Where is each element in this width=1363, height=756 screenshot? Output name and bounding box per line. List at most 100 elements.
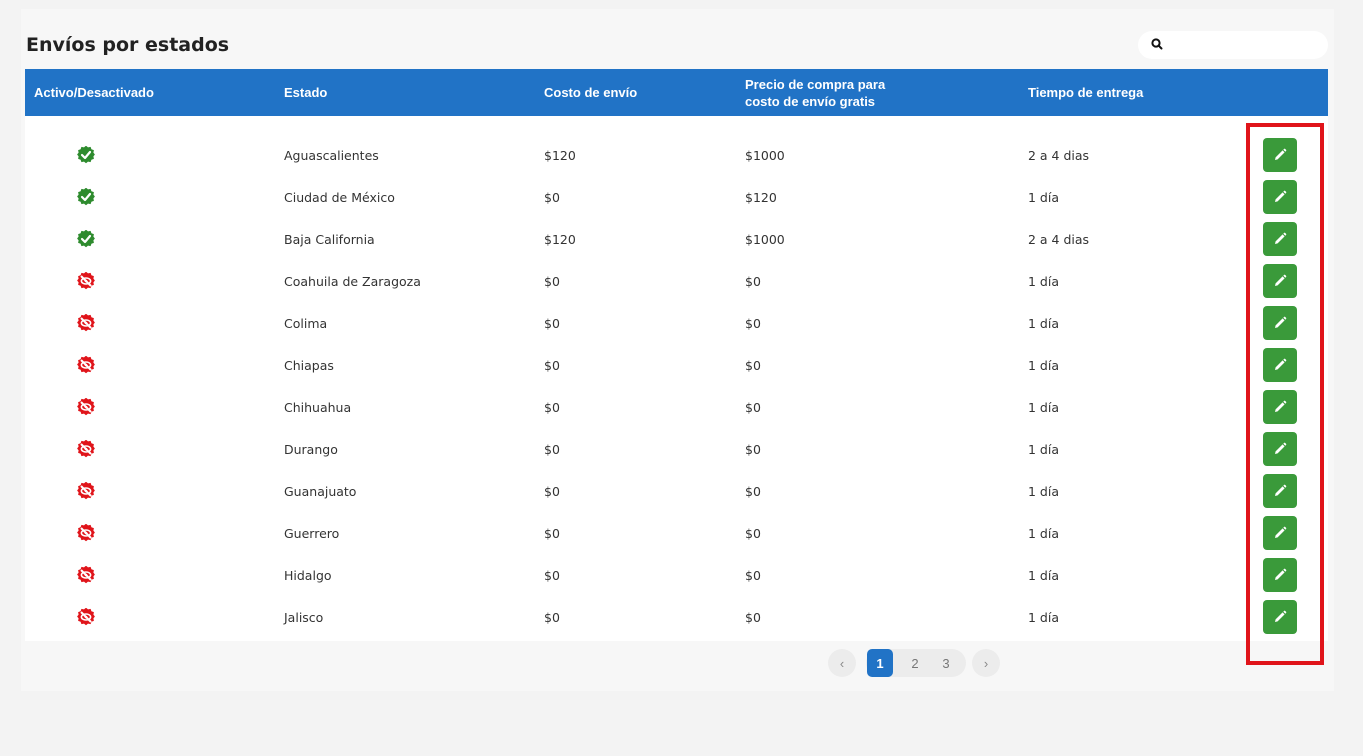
cell-cost: $0 [544,483,560,499]
cell-delivery: 2 a 4 dias [1028,231,1090,247]
cell-cost: $0 [544,357,560,373]
cell-state: Colima [284,315,328,331]
cell-free-shipping: $0 [745,609,761,625]
cell-cost: $0 [544,315,560,331]
cell-state: Coahuila de Zaragoza [284,273,421,289]
cell-free-shipping: $0 [745,483,761,499]
cell-free-shipping: $120 [745,189,777,205]
cell-delivery: 1 día [1028,441,1059,457]
table-row: Hidalgo $0 $0 1 día [25,554,1328,596]
table-row: Chiapas $0 $0 1 día [25,344,1328,386]
inactive-status-icon [77,355,95,374]
cell-delivery: 1 día [1028,567,1059,583]
cell-free-shipping: $0 [745,525,761,541]
pencil-icon [1273,316,1287,330]
cell-delivery: 1 día [1028,357,1059,373]
page-title: Envíos por estados [26,34,230,56]
page-numbers: 1 2 3 [866,649,966,677]
search-box[interactable] [1138,31,1328,59]
page-1-button[interactable]: 1 [867,649,893,677]
cell-delivery: 2 a 4 dias [1028,147,1090,163]
cell-state: Durango [284,441,338,457]
cell-state: Guerrero [284,525,340,541]
cell-free-shipping: $1000 [745,147,785,163]
cell-cost: $0 [544,399,560,415]
inactive-status-icon [77,565,95,584]
cell-state: Chihuahua [284,399,352,415]
edit-button[interactable] [1263,432,1297,466]
inactive-status-icon [77,313,95,332]
cell-free-shipping: $1000 [745,231,785,247]
header-free-shipping-line1: Precio de compra para [745,76,886,92]
cell-cost: $0 [544,273,560,289]
pagination: ‹ 1 2 3 › [828,649,1000,677]
table-row: Guanajuato $0 $0 1 día [25,470,1328,512]
edit-button[interactable] [1263,180,1297,214]
table-row: Aguascalientes $120 $1000 2 a 4 dias [25,134,1328,176]
table-row: Ciudad de México $0 $120 1 día [25,176,1328,218]
edit-button[interactable] [1263,348,1297,382]
pencil-icon [1273,610,1287,624]
inactive-status-icon [77,523,95,542]
cell-cost: $0 [544,567,560,583]
cell-free-shipping: $0 [745,441,761,457]
pencil-icon [1273,568,1287,582]
cell-cost: $0 [544,441,560,457]
pencil-icon [1273,526,1287,540]
edit-button[interactable] [1263,390,1297,424]
cell-state: Ciudad de México [284,189,395,205]
pencil-icon [1273,148,1287,162]
cell-cost: $0 [544,189,560,205]
cell-state: Baja California [284,231,375,247]
cell-free-shipping: $0 [745,357,761,373]
edit-button[interactable] [1263,306,1297,340]
table-row: Chihuahua $0 $0 1 día [25,386,1328,428]
next-page-button[interactable]: › [972,649,1000,677]
cell-cost: $120 [544,231,576,247]
header-free-shipping-line2: costo de envío gratis [745,93,876,109]
pencil-icon [1273,442,1287,456]
edit-button[interactable] [1263,516,1297,550]
table-header: Activo/Desactivado Estado Costo de envío… [25,69,1328,116]
edit-button[interactable] [1263,474,1297,508]
cell-free-shipping: $0 [745,567,761,583]
edit-button[interactable] [1263,558,1297,592]
active-status-icon [77,187,95,206]
edit-button[interactable] [1263,264,1297,298]
cell-free-shipping: $0 [745,399,761,415]
table-row: Guerrero $0 $0 1 día [25,512,1328,554]
cell-cost: $120 [544,147,576,163]
inactive-status-icon [77,271,95,290]
cell-cost: $0 [544,525,560,541]
table-row: Baja California $120 $1000 2 a 4 dias [25,218,1328,260]
cell-cost: $0 [544,609,560,625]
edit-column-highlight [1246,123,1324,665]
table-row: Jalisco $0 $0 1 día [25,596,1328,638]
cell-delivery: 1 día [1028,483,1059,499]
cell-state: Chiapas [284,357,334,373]
inactive-status-icon [77,607,95,626]
edit-button[interactable] [1263,222,1297,256]
cell-delivery: 1 día [1028,273,1059,289]
edit-button[interactable] [1263,138,1297,172]
pencil-icon [1273,274,1287,288]
header-status: Activo/Desactivado [34,85,154,100]
cell-state: Jalisco [284,609,324,625]
inactive-status-icon [77,481,95,500]
shipping-table: Activo/Desactivado Estado Costo de envío… [25,69,1328,641]
pencil-icon [1273,358,1287,372]
header-cost: Costo de envío [544,85,638,100]
pencil-icon [1273,400,1287,414]
cell-state: Aguascalientes [284,147,379,163]
edit-button[interactable] [1263,600,1297,634]
search-icon [1151,38,1163,50]
pencil-icon [1273,232,1287,246]
page-2-button[interactable]: 2 [911,655,919,671]
header-delivery: Tiempo de entrega [1028,85,1144,100]
cell-free-shipping: $0 [745,315,761,331]
page-3-button[interactable]: 3 [942,655,950,671]
active-status-icon [77,145,95,164]
cell-state: Hidalgo [284,567,332,583]
prev-page-button[interactable]: ‹ [828,649,856,677]
cell-delivery: 1 día [1028,399,1059,415]
